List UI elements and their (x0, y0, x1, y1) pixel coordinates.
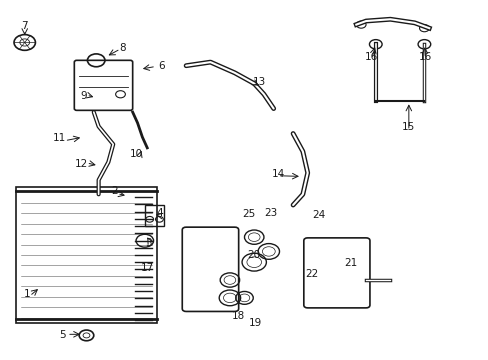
Text: 3: 3 (145, 238, 152, 248)
Text: 12: 12 (75, 159, 88, 169)
Text: 1: 1 (23, 289, 30, 298)
Text: 7: 7 (21, 21, 28, 31)
Text: 21: 21 (343, 258, 356, 268)
Text: 23: 23 (264, 208, 277, 218)
Text: 16: 16 (418, 52, 431, 62)
Text: 18: 18 (232, 311, 245, 321)
Text: 25: 25 (242, 209, 255, 219)
Text: 17: 17 (141, 262, 154, 273)
Text: 10: 10 (130, 149, 143, 159)
Text: 4: 4 (156, 208, 163, 218)
Text: 22: 22 (305, 269, 318, 279)
Text: 8: 8 (120, 43, 126, 53)
Bar (16, 187, 157, 323)
Text: 20: 20 (247, 250, 260, 260)
Text: 11: 11 (53, 133, 66, 143)
Text: 15: 15 (402, 122, 415, 132)
Text: 2: 2 (111, 186, 117, 197)
Text: 14: 14 (271, 168, 285, 179)
Text: 6: 6 (158, 62, 165, 71)
Text: 24: 24 (312, 210, 325, 220)
Text: 16: 16 (365, 52, 378, 62)
Text: 5: 5 (59, 330, 65, 341)
Text: 13: 13 (252, 77, 265, 87)
Bar (144, 205, 164, 226)
Text: 9: 9 (81, 91, 87, 101)
Text: 19: 19 (248, 318, 261, 328)
